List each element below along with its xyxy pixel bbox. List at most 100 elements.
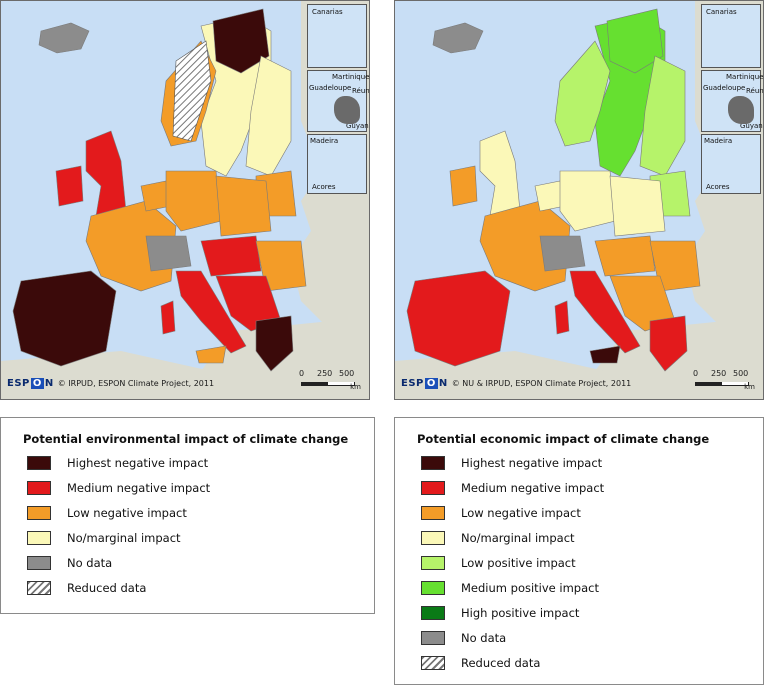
map-credit: ESP O N © NU & IRPUD, ESPON Climate Projec… bbox=[401, 378, 631, 389]
region-germany bbox=[165, 170, 222, 232]
region-sicily bbox=[589, 345, 621, 364]
legend-title: Potential environmental impact of climat… bbox=[23, 432, 349, 446]
inset-label: Canarias bbox=[706, 8, 737, 16]
region-romania bbox=[649, 240, 701, 292]
legend-label: Low negative impact bbox=[67, 506, 187, 520]
region-lapland bbox=[212, 8, 270, 74]
scale-tick: 500 bbox=[339, 369, 355, 378]
legend-item: Medium negative impact bbox=[421, 480, 604, 496]
region-sicily bbox=[195, 345, 227, 364]
inset-label: Canarias bbox=[312, 8, 343, 16]
legend-swatch bbox=[421, 556, 445, 570]
legend-swatch bbox=[27, 581, 51, 595]
economic-impact-map: Canarias Martinique Guadeloupe Réunion G… bbox=[394, 0, 764, 400]
legend-item: Low negative impact bbox=[421, 505, 581, 521]
legend-label: Highest negative impact bbox=[461, 456, 603, 470]
legend-label: Low positive impact bbox=[461, 556, 576, 570]
legend-swatch bbox=[421, 606, 445, 620]
region-hungary bbox=[200, 235, 262, 277]
region-hungary bbox=[594, 235, 656, 277]
inset-label: Réunion bbox=[746, 87, 764, 95]
guyane-shape bbox=[334, 96, 360, 124]
logo-o: O bbox=[30, 378, 44, 389]
legend-label: Low negative impact bbox=[461, 506, 581, 520]
region-poland bbox=[609, 175, 666, 237]
scale-bar: 0 250 500 km bbox=[693, 369, 755, 391]
legend-item: No data bbox=[421, 630, 506, 646]
legend-label: Reduced data bbox=[461, 656, 541, 670]
logo-text: N bbox=[438, 378, 448, 389]
legend-label: No data bbox=[461, 631, 507, 645]
inset-madeira-acores: Madeira Acores bbox=[307, 134, 367, 194]
scale-tick: 0 bbox=[693, 369, 699, 378]
legend-item: Reduced data bbox=[421, 655, 540, 671]
legend-item: Reduced data bbox=[27, 580, 146, 596]
inset-canarias: Canarias bbox=[307, 4, 367, 68]
region-iceland bbox=[432, 22, 484, 54]
scale-unit: km bbox=[744, 383, 755, 391]
environmental-impact-map: Canarias Martinique Guadeloupe Réunion G… bbox=[0, 0, 370, 400]
legend-item: Low negative impact bbox=[27, 505, 187, 521]
logo-text: N bbox=[44, 378, 54, 389]
scale-tick: 500 bbox=[733, 369, 749, 378]
legend-label: High positive impact bbox=[461, 606, 580, 620]
inset-caribbean-guyane: Martinique Guadeloupe Réunion Guyane bbox=[701, 70, 764, 132]
legend-item: No/marginal impact bbox=[421, 530, 575, 546]
legend-label: Medium negative impact bbox=[461, 481, 605, 495]
legend-label: Medium positive impact bbox=[461, 581, 599, 595]
legend-swatch bbox=[27, 506, 51, 520]
scale-unit: km bbox=[350, 383, 361, 391]
inset-caribbean-guyane: Martinique Guadeloupe Réunion Guyane bbox=[307, 70, 370, 132]
region-sardinia bbox=[160, 300, 176, 335]
environmental-legend: Potential environmental impact of climat… bbox=[0, 417, 375, 614]
reduced-data-area bbox=[172, 40, 212, 142]
legend-label: No data bbox=[67, 556, 113, 570]
region-norway-coast bbox=[554, 40, 611, 147]
legend-label: Highest negative impact bbox=[67, 456, 209, 470]
logo-text: ESP bbox=[7, 378, 30, 389]
credit-text: © IRPUD, ESPON Climate Project, 2011 bbox=[57, 379, 215, 388]
legend-item: Highest negative impact bbox=[421, 455, 602, 471]
region-greece bbox=[649, 315, 688, 372]
scale-bar: 0 250 500 km bbox=[299, 369, 361, 391]
legend-swatch bbox=[27, 456, 51, 470]
scale-line bbox=[695, 382, 749, 386]
inset-label: Madeira bbox=[704, 137, 733, 145]
legend-item: Medium negative impact bbox=[27, 480, 210, 496]
scale-tick: 250 bbox=[317, 369, 333, 378]
region-lapland bbox=[606, 8, 664, 74]
legend-swatch bbox=[421, 456, 445, 470]
region-italy bbox=[569, 270, 641, 354]
region-greece bbox=[255, 315, 294, 372]
legend-item: High positive impact bbox=[421, 605, 579, 621]
region-iberia bbox=[12, 270, 117, 367]
legend-label: Reduced data bbox=[67, 581, 147, 595]
espon-logo: ESP O N bbox=[7, 378, 54, 389]
region-ireland bbox=[55, 165, 84, 207]
inset-label: Martinique bbox=[332, 73, 370, 81]
legend-label: No/marginal impact bbox=[461, 531, 575, 545]
region-italy bbox=[175, 270, 247, 354]
legend-swatch bbox=[27, 531, 51, 545]
region-romania bbox=[255, 240, 307, 292]
legend-label: No/marginal impact bbox=[67, 531, 181, 545]
economic-legend: Potential economic impact of climate cha… bbox=[394, 417, 764, 685]
inset-madeira-acores: Madeira Acores bbox=[701, 134, 761, 194]
legend-swatch bbox=[27, 481, 51, 495]
scale-tick: 250 bbox=[711, 369, 727, 378]
inset-label: Guyane bbox=[346, 122, 369, 130]
region-iceland bbox=[38, 22, 90, 54]
region-ireland bbox=[449, 165, 478, 207]
inset-canarias: Canarias bbox=[701, 4, 761, 68]
guyane-shape bbox=[728, 96, 754, 124]
espon-logo: ESP O N bbox=[401, 378, 448, 389]
inset-label: Guadeloupe bbox=[703, 84, 746, 92]
legend-swatch bbox=[421, 506, 445, 520]
legend-swatch bbox=[27, 556, 51, 570]
credit-text: © NU & IRPUD, ESPON Climate Project, 201… bbox=[451, 379, 632, 388]
legend-swatch bbox=[421, 631, 445, 645]
legend-item: Highest negative impact bbox=[27, 455, 208, 471]
inset-label: Acores bbox=[706, 183, 730, 191]
inset-label: Guadeloupe bbox=[309, 84, 352, 92]
legend-swatch bbox=[421, 531, 445, 545]
